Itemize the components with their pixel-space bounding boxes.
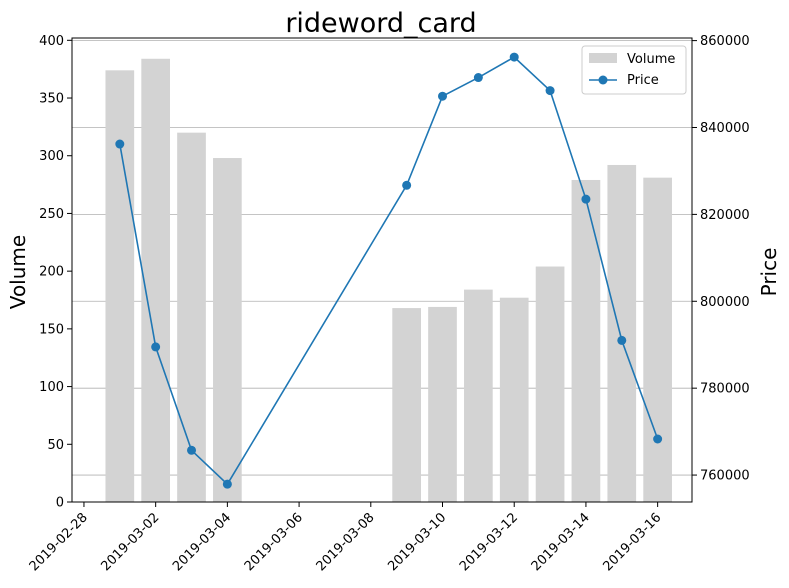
- price-line-path: [119, 56, 659, 486]
- y-right-tick-label: 860000: [700, 34, 750, 49]
- volume-bar: [428, 306, 457, 502]
- y-left-tick-label: 0: [56, 496, 64, 511]
- y-left-tick-label: 200: [39, 265, 64, 280]
- x-tick-label: 2019-03-02: [98, 510, 162, 574]
- y-left-tick-label: 250: [39, 207, 64, 222]
- price-marker: [473, 73, 483, 83]
- price-marker: [402, 180, 412, 190]
- x-axis: 2019-02-28 2019-03-02 2019-03-04 2019-03-06…: [27, 502, 664, 574]
- volume-bar: [643, 177, 672, 503]
- volume-bar: [177, 132, 206, 502]
- x-tick-label: 2019-02-28: [27, 510, 91, 574]
- y-axis-right: 760000 780000 800000 820000 840000 860000: [692, 34, 750, 484]
- price-marker: [545, 86, 555, 96]
- y-axis-right-title: Price: [757, 248, 781, 297]
- x-tick-label: 2019-03-08: [314, 510, 378, 574]
- price-marker: [438, 91, 448, 101]
- price-marker: [115, 139, 125, 149]
- x-tick-label: 2019-03-16: [600, 510, 664, 574]
- volume-bar: [571, 179, 601, 502]
- legend-volume-swatch: [589, 53, 617, 63]
- volume-bar: [213, 158, 242, 502]
- x-tick-label: 2019-03-12: [457, 510, 521, 574]
- price-marker: [653, 434, 663, 444]
- plot-frame: [71, 37, 693, 503]
- legend: Volume Price: [581, 45, 687, 95]
- volume-bar: [105, 70, 135, 502]
- y-left-tick-label: 400: [39, 34, 64, 49]
- y-left-tick-label: 100: [39, 380, 64, 395]
- x-tick-label: 2019-03-06: [242, 510, 306, 574]
- volume-bar: [464, 289, 493, 502]
- price-line: [115, 52, 663, 489]
- y-axis-left-title: Volume: [6, 235, 30, 309]
- y-right-tick-label: 800000: [700, 295, 750, 310]
- volume-bars: [105, 58, 672, 503]
- y-right-tick-label: 820000: [700, 208, 750, 223]
- price-marker: [617, 335, 627, 345]
- y-left-tick-label: 150: [39, 322, 64, 337]
- price-marker: [222, 479, 232, 489]
- y-left-tick-label: 350: [39, 92, 64, 107]
- y-right-tick-label: 840000: [700, 121, 750, 136]
- volume-bar: [392, 308, 421, 502]
- x-tick-label: 2019-03-10: [385, 510, 449, 574]
- price-marker: [581, 194, 591, 204]
- volume-bar: [607, 164, 637, 502]
- y-right-tick-label: 780000: [700, 382, 750, 397]
- x-tick-label: 2019-03-04: [170, 510, 234, 574]
- legend-price-label: Price: [627, 73, 659, 88]
- price-marker: [151, 342, 161, 352]
- y-left-tick-label: 50: [47, 438, 64, 453]
- y-axis-left: 0 50 100 150 200 250 300 350 400: [39, 34, 72, 511]
- y-right-tick-label: 760000: [700, 469, 750, 484]
- legend-volume-label: Volume: [627, 52, 675, 67]
- volume-bar: [535, 266, 565, 502]
- y-left-tick-label: 300: [39, 149, 64, 164]
- volume-bar: [141, 58, 171, 502]
- legend-price-marker: [598, 75, 608, 85]
- volume-bar: [499, 297, 529, 502]
- x-tick-label: 2019-03-14: [529, 510, 593, 574]
- price-marker: [187, 445, 197, 455]
- chart-title: rideword_card: [285, 8, 476, 39]
- price-marker: [509, 52, 519, 62]
